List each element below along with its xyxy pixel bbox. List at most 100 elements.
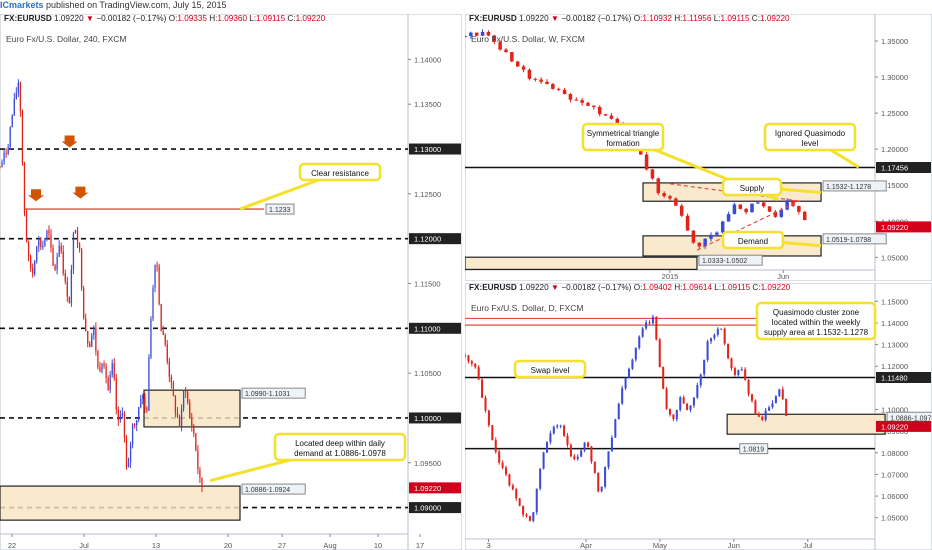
candle-body xyxy=(747,380,750,395)
zone-box xyxy=(726,413,886,435)
candle-body xyxy=(761,416,764,420)
candle-body xyxy=(25,211,28,242)
candle-body xyxy=(674,198,678,206)
candle-body xyxy=(50,234,52,248)
y-tick-label: 1.35000 xyxy=(881,37,908,46)
candle-body xyxy=(62,251,64,274)
close-label: C: xyxy=(752,283,761,292)
chart-panel-daily[interactable]: 1.150001.140001.130001.120001.100001.090… xyxy=(465,283,932,550)
callout-text: Quasimodo cluster zone xyxy=(773,308,860,317)
callout-text: Symmetrical triangle xyxy=(587,129,660,138)
brand-name[interactable]: ICmarkets xyxy=(0,0,44,10)
x-tick-label: Apr xyxy=(580,541,592,550)
candle-body xyxy=(492,35,497,42)
candle-body xyxy=(785,200,789,210)
candle-body xyxy=(486,32,491,36)
candle-body xyxy=(189,402,191,418)
candle-body xyxy=(58,246,60,257)
candle-body xyxy=(727,343,730,359)
candle-body xyxy=(150,319,152,358)
callout-text: formation xyxy=(606,139,639,148)
candle-body xyxy=(105,366,107,378)
symbol-name: FX:EURUSD xyxy=(4,14,55,23)
candle-body xyxy=(740,369,743,371)
candle-body xyxy=(66,281,68,297)
candle-body xyxy=(617,403,620,420)
down-arrow-icon: ▼ xyxy=(85,14,97,23)
candle-body xyxy=(597,107,602,115)
candle-body xyxy=(99,367,101,372)
candle-body xyxy=(40,239,42,248)
candle-body xyxy=(552,426,555,434)
candle-body xyxy=(655,316,658,340)
callout-box xyxy=(721,177,783,197)
low-label: L: xyxy=(714,283,722,292)
price-tag-label: 1.09000 xyxy=(414,504,441,513)
y-tick-label: 1.13000 xyxy=(881,341,908,350)
callout-box xyxy=(755,301,877,341)
candle-body xyxy=(781,389,784,399)
candle-body xyxy=(607,451,610,468)
candle-body xyxy=(764,410,767,420)
candle-body xyxy=(5,152,7,154)
candle-body xyxy=(756,202,760,204)
y-tick-label: 1.14000 xyxy=(414,55,441,64)
candle-body xyxy=(152,287,154,320)
candle-body xyxy=(465,355,467,357)
callout-text: level xyxy=(802,139,819,148)
candle-body xyxy=(101,364,103,372)
candle-body xyxy=(720,221,725,233)
candle-body xyxy=(138,407,140,421)
candle-body xyxy=(174,395,177,413)
candle-body xyxy=(672,414,675,420)
candle-body xyxy=(136,420,138,426)
candle-body xyxy=(738,204,743,209)
zone-label: 1.0886-1.0924 xyxy=(245,487,290,494)
candle-body xyxy=(72,233,75,270)
y-tick-label: 1.15000 xyxy=(881,297,908,306)
candle-body xyxy=(19,82,22,111)
candle-body xyxy=(689,405,692,410)
y-tick-label: 1.08000 xyxy=(881,449,908,458)
price-tag xyxy=(876,420,931,432)
y-tick-label: 1.12000 xyxy=(881,362,908,371)
chart-title: Euro Fx/U.S. Dollar, 240, FXCM xyxy=(6,34,126,44)
last-price: 1.09220 xyxy=(519,14,551,23)
close-value: 1.09220 xyxy=(760,283,791,292)
candle-body xyxy=(697,242,702,247)
y-tick-label: 1.15000 xyxy=(881,181,908,190)
symbol-header: FX:EURUSD 1.09220 ▼ −0.00182 (−0.17%) O:… xyxy=(469,283,790,292)
chart-title: Euro Fx/U.S. Dollar, D, FXCM xyxy=(471,303,583,313)
y-tick-label: 1.05000 xyxy=(881,514,908,523)
candle-body xyxy=(484,397,487,411)
candle-body xyxy=(197,450,199,470)
y-tick-label: 1.06000 xyxy=(881,492,908,501)
candle-body xyxy=(528,516,531,521)
candle-body xyxy=(621,388,624,404)
candle-body xyxy=(691,230,696,243)
x-tick-label: 10 xyxy=(374,541,382,550)
candle-body xyxy=(0,166,1,168)
candle-body xyxy=(692,397,695,406)
candle-body xyxy=(127,462,130,468)
chart-panel-weekly[interactable]: 1.350001.300001.250001.200001.150001.100… xyxy=(465,14,932,281)
candle-body xyxy=(658,339,661,368)
close-label: C: xyxy=(287,14,296,23)
callout-box xyxy=(273,432,407,462)
chart-panel-4h[interactable]: 1.14000 1.13500 1.12500 1.11500 1.10500 1.095… xyxy=(0,14,462,550)
candle-body xyxy=(498,41,502,50)
candle-body xyxy=(494,439,497,452)
candle-body xyxy=(533,78,538,80)
price-tag xyxy=(876,371,931,383)
candle-body xyxy=(679,205,684,216)
candle-body xyxy=(13,98,15,116)
candle-body xyxy=(574,99,579,101)
low-value: 1.09115 xyxy=(256,14,288,23)
zone-label: 1.0990-1.1031 xyxy=(245,391,290,398)
candle-body xyxy=(93,327,95,336)
candle-body xyxy=(535,488,538,513)
candle-body xyxy=(713,334,716,339)
price-tag-label: 1.17456 xyxy=(881,164,908,173)
candle-body xyxy=(566,435,569,446)
candle-body xyxy=(785,398,788,416)
